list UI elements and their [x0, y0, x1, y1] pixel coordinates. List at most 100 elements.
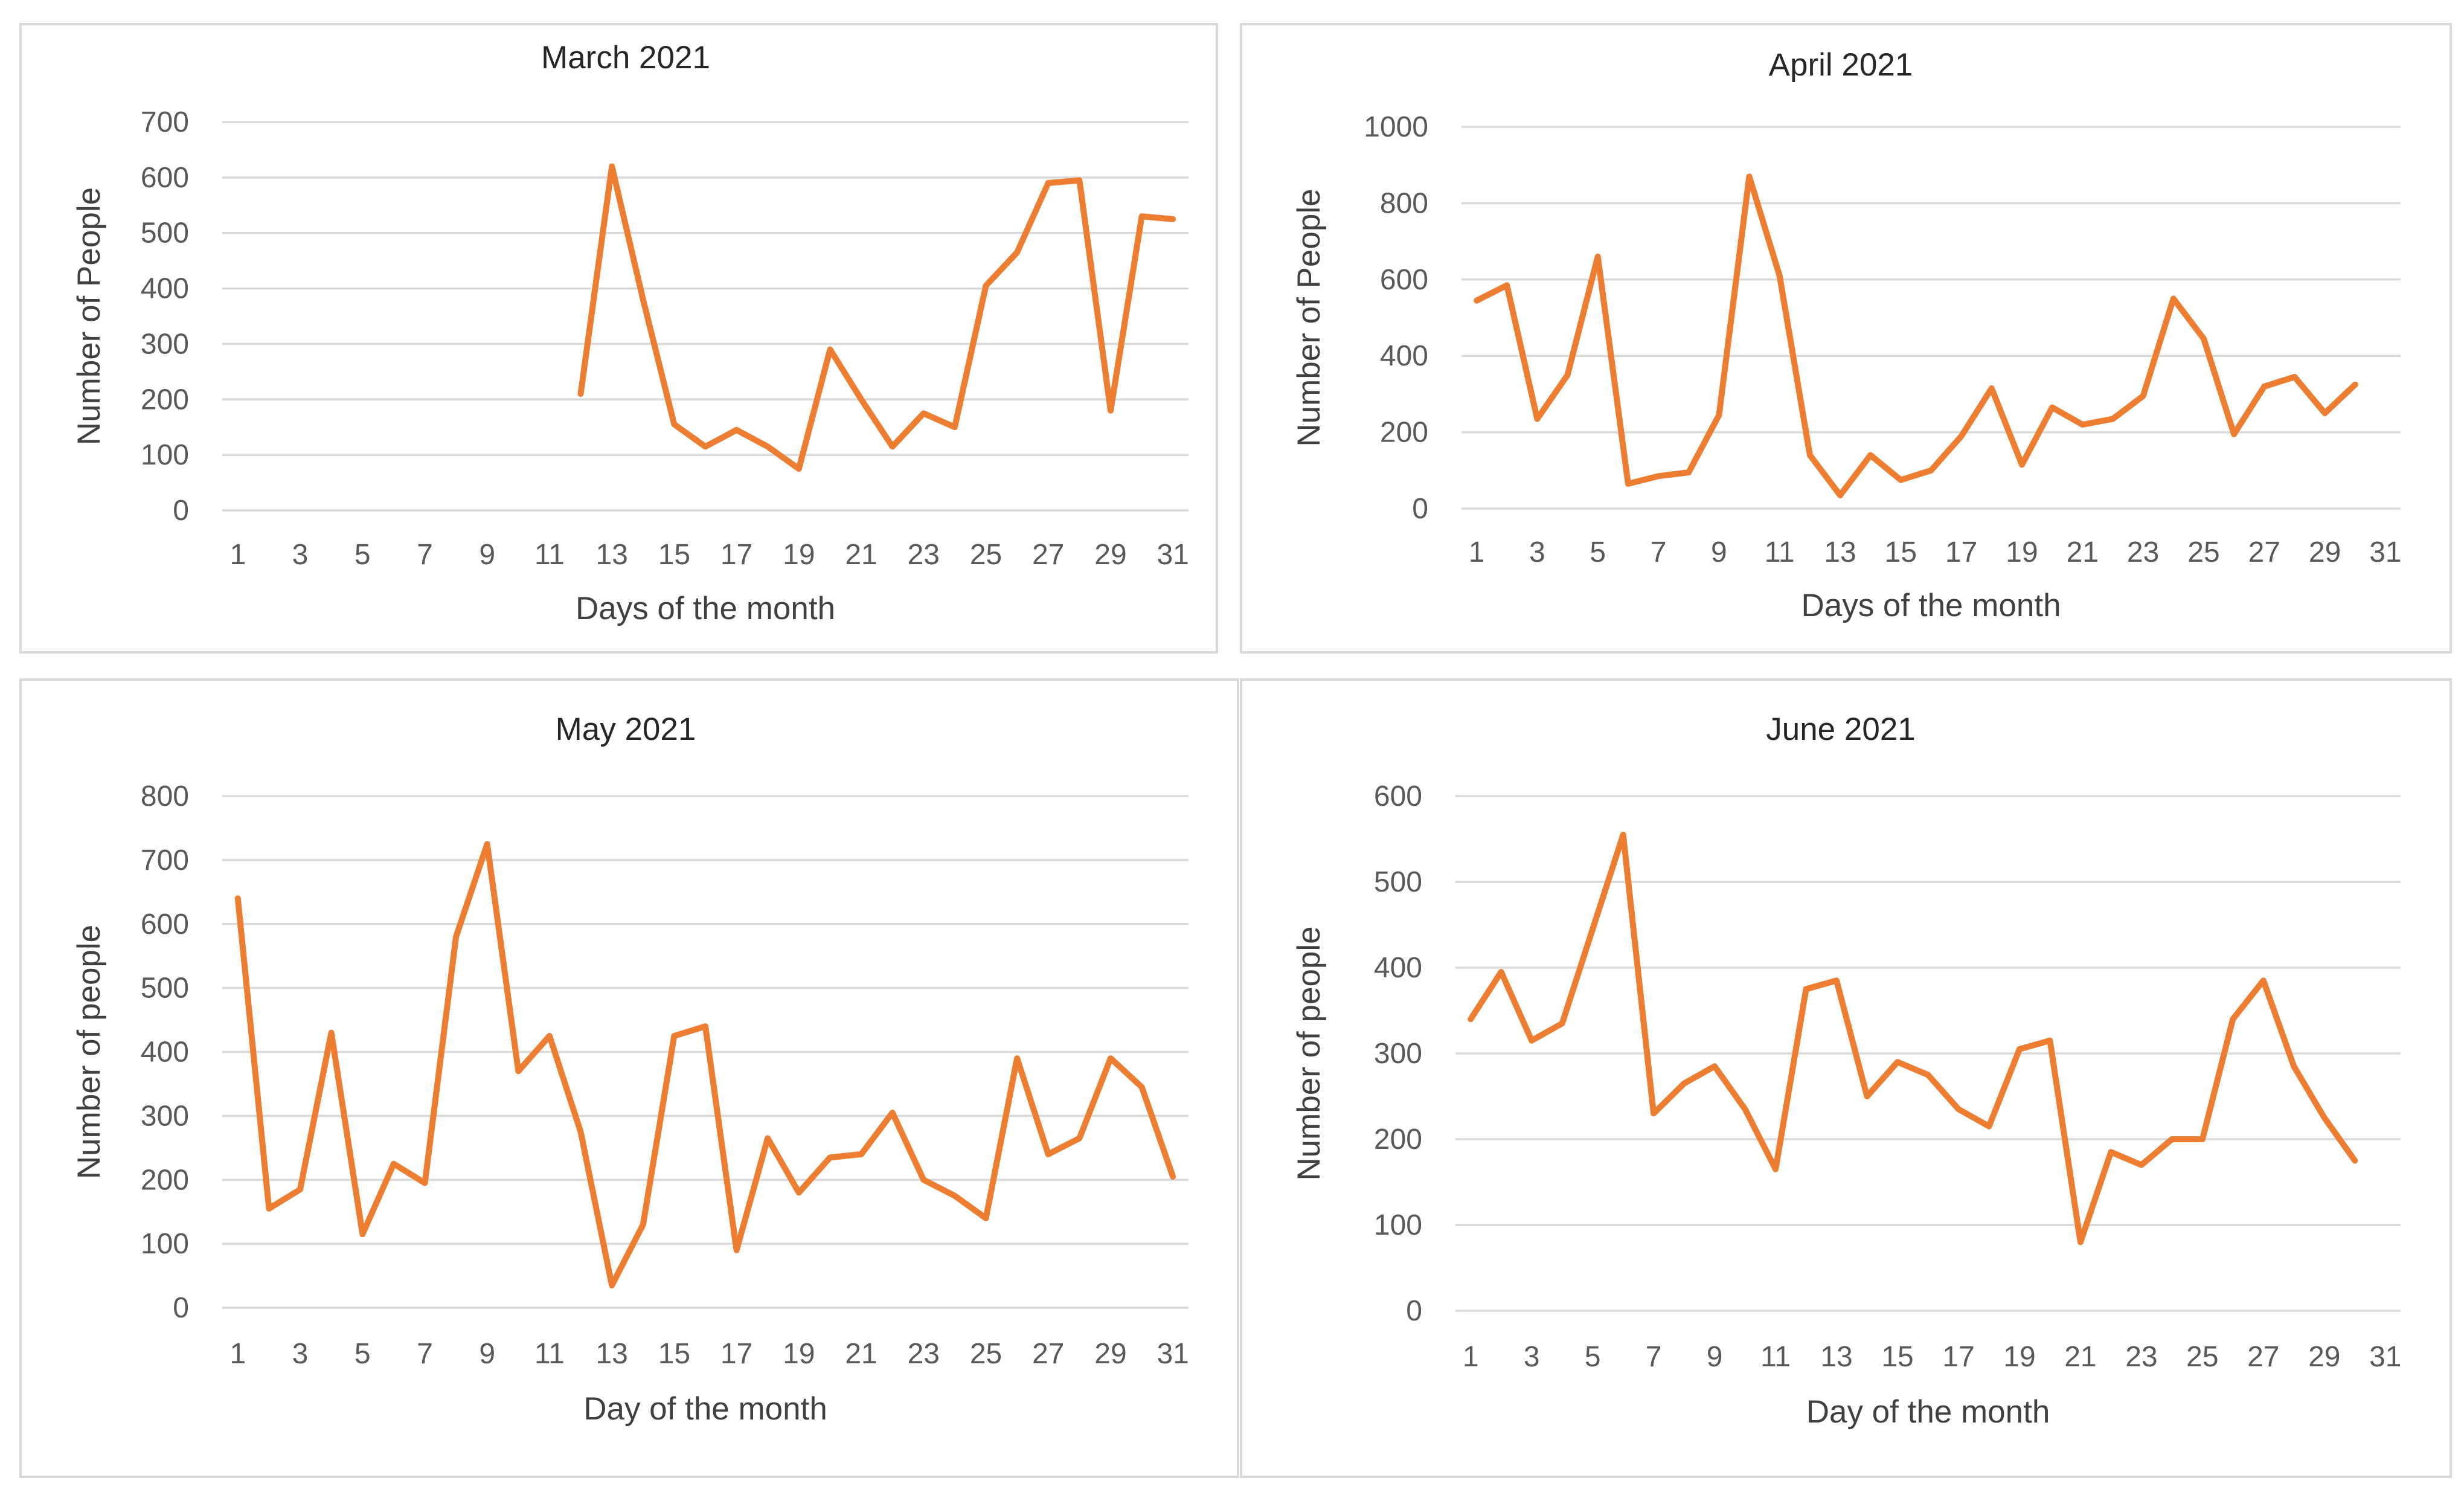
x-tick-label: 25 [2187, 536, 2219, 568]
x-tick-label: 11 [534, 1338, 565, 1370]
x-tick-label: 1 [229, 539, 246, 571]
x-tick-label: 27 [2247, 1341, 2279, 1373]
y-tick-label: 200 [1374, 1124, 1422, 1156]
y-tick-label: 0 [1406, 1295, 1422, 1327]
y-tick-label: 300 [141, 328, 189, 360]
y-tick-label: 200 [1380, 417, 1428, 449]
y-tick-label: 500 [141, 217, 189, 249]
x-tick-label: 1 [229, 1338, 246, 1370]
x-tick-label: 29 [2309, 536, 2341, 568]
x-tick-label: 23 [908, 1338, 940, 1370]
x-axis-title: Day of the month [583, 1391, 827, 1427]
x-axis-title: Days of the month [576, 591, 835, 626]
x-tick-label: 25 [970, 1338, 1002, 1370]
x-tick-label: 9 [1707, 1341, 1723, 1373]
x-tick-label: 27 [1032, 1338, 1064, 1370]
y-tick-label: 1000 [1364, 111, 1428, 143]
x-tick-label: 9 [479, 539, 495, 571]
y-tick-label: 400 [1380, 340, 1428, 372]
x-tick-label: 9 [1711, 536, 1727, 568]
x-tick-label: 5 [355, 1338, 371, 1370]
x-tick-label: 1 [1469, 536, 1485, 568]
x-tick-label: 3 [292, 1338, 309, 1370]
x-tick-label: 11 [1760, 1341, 1791, 1373]
x-tick-label: 25 [2186, 1341, 2218, 1373]
x-axis-title: Day of the month [1806, 1394, 2050, 1430]
x-tick-label: 17 [720, 1338, 752, 1370]
chart-frame [1240, 23, 2452, 654]
y-tick-label: 700 [141, 106, 189, 138]
y-tick-label: 0 [173, 495, 189, 527]
y-tick-label: 300 [1374, 1038, 1422, 1070]
chart-title: June 2021 [1766, 712, 1916, 747]
x-tick-label: 3 [292, 539, 309, 571]
x-tick-label: 5 [1590, 536, 1606, 568]
x-tick-label: 17 [1942, 1341, 1974, 1373]
x-tick-label: 27 [1032, 539, 1064, 571]
y-tick-label: 500 [1374, 866, 1422, 898]
y-tick-label: 200 [141, 384, 189, 416]
x-tick-label: 15 [1885, 536, 1917, 568]
chart-title: April 2021 [1769, 47, 1913, 83]
x-tick-label: 23 [2127, 536, 2159, 568]
x-tick-label: 15 [1881, 1341, 1913, 1373]
chart-frame [19, 23, 1218, 654]
x-tick-label: 17 [1945, 536, 1977, 568]
x-tick-label: 13 [595, 1338, 627, 1370]
y-tick-label: 600 [1380, 264, 1428, 296]
x-tick-label: 17 [720, 539, 752, 571]
x-tick-label: 29 [1094, 539, 1126, 571]
series-line [577, 163, 1176, 472]
x-tick-label: 19 [783, 539, 815, 571]
x-tick-label: 7 [1646, 1341, 1662, 1373]
x-tick-label: 31 [2369, 1341, 2401, 1373]
series-line [1468, 831, 2358, 1246]
y-tick-label: 600 [141, 908, 189, 940]
x-tick-label: 19 [783, 1338, 815, 1370]
y-axis-title: Number of people [71, 925, 107, 1179]
x-tick-label: 25 [970, 539, 1002, 571]
x-tick-label: 5 [355, 539, 371, 571]
y-axis-title: Number of People [1291, 188, 1327, 446]
x-tick-label: 29 [2308, 1341, 2340, 1373]
y-tick-label: 0 [173, 1292, 189, 1324]
x-tick-label: 13 [595, 539, 627, 571]
y-tick-label: 400 [1374, 952, 1422, 984]
x-tick-label: 13 [1824, 536, 1856, 568]
y-tick-label: 700 [141, 844, 189, 876]
y-tick-label: 600 [141, 162, 189, 194]
y-tick-label: 500 [141, 972, 189, 1005]
series-line [234, 841, 1176, 1288]
y-tick-label: 0 [1412, 493, 1428, 525]
y-tick-label: 300 [141, 1100, 189, 1132]
x-tick-label: 31 [2369, 536, 2401, 568]
x-tick-label: 23 [2125, 1341, 2157, 1373]
y-tick-label: 400 [141, 1037, 189, 1069]
chart-title: March 2021 [541, 40, 710, 76]
x-tick-label: 19 [2003, 1341, 2035, 1373]
y-axis-title: Number of people [1291, 926, 1327, 1180]
x-tick-label: 27 [2248, 536, 2280, 568]
x-tick-label: 3 [1524, 1341, 1540, 1373]
x-tick-label: 7 [417, 539, 433, 571]
x-tick-label: 11 [534, 539, 565, 571]
x-tick-label: 15 [658, 1338, 690, 1370]
y-tick-label: 200 [141, 1164, 189, 1196]
x-tick-label: 15 [658, 539, 690, 571]
y-axis-title: Number of People [71, 187, 107, 445]
chart-frame [1240, 678, 2452, 1478]
x-tick-label: 21 [2064, 1341, 2096, 1373]
y-tick-label: 100 [141, 1228, 189, 1260]
x-tick-label: 21 [845, 539, 877, 571]
x-tick-label: 3 [1529, 536, 1545, 568]
x-tick-label: 1 [1463, 1341, 1479, 1373]
chart-title: May 2021 [556, 712, 696, 747]
y-tick-label: 100 [141, 439, 189, 471]
y-tick-label: 600 [1374, 780, 1422, 812]
x-tick-label: 11 [1765, 536, 1795, 568]
